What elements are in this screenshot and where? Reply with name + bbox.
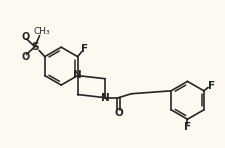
Text: F: F <box>184 122 191 132</box>
Text: O: O <box>114 108 123 118</box>
Text: O: O <box>21 52 30 62</box>
Text: CH₃: CH₃ <box>33 27 50 36</box>
Text: S: S <box>31 42 38 52</box>
Text: N: N <box>73 70 82 80</box>
Text: F: F <box>208 81 215 91</box>
Text: F: F <box>81 44 88 54</box>
Text: O: O <box>21 32 30 42</box>
Text: N: N <box>101 93 110 103</box>
